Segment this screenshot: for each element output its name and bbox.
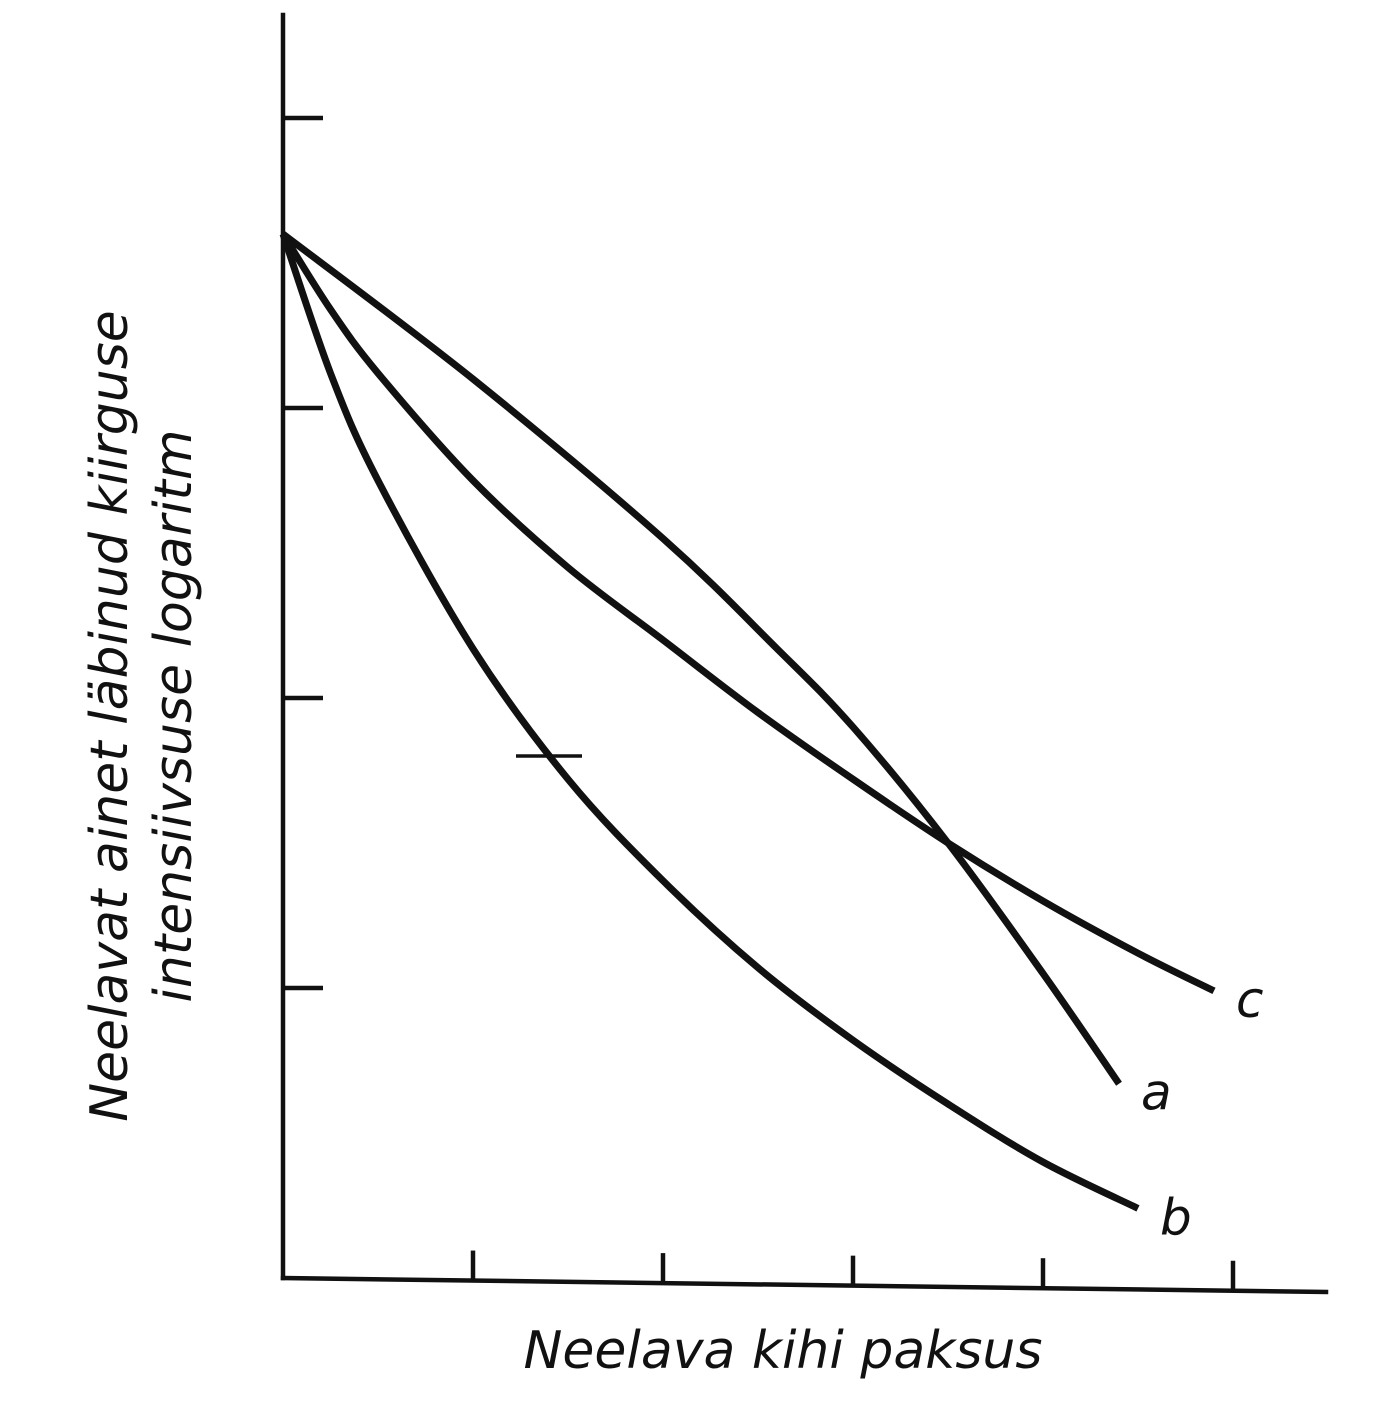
y-axis-title-line-1: Neelavat ainet läbinud kiirguse <box>80 310 140 1122</box>
axes <box>280 12 1329 1295</box>
series-line-b <box>279 232 1140 1212</box>
axis-ticks <box>283 115 1236 1291</box>
series-labels: a b c <box>1141 971 1264 1247</box>
x-axis-title: Neelava kihi paksus <box>524 1321 1043 1381</box>
x-axis-line <box>280 1275 1329 1295</box>
series-label-c: c <box>1236 971 1264 1029</box>
y-axis-title: Neelavat ainet läbinud kiirguse intensii… <box>80 310 204 1122</box>
series-line-c <box>280 232 1216 995</box>
y-axis-title-line-2: intensiivsuse logaritm <box>144 429 204 1002</box>
series-lines <box>279 231 1216 1212</box>
series-label-a: a <box>1141 1064 1172 1122</box>
series-line-a <box>280 231 1122 1086</box>
series-label-b: b <box>1160 1188 1192 1246</box>
